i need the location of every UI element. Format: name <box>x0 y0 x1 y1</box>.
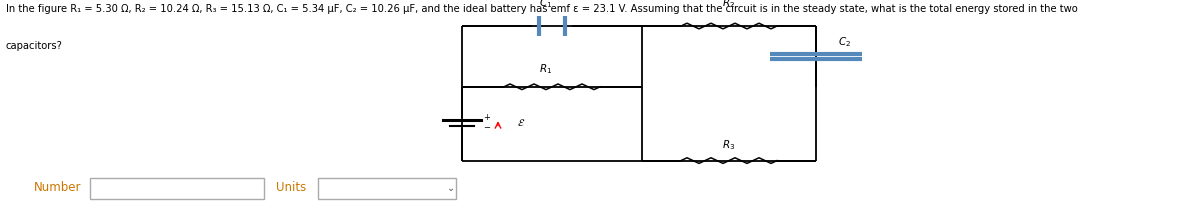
Text: $\mathcal{E}$: $\mathcal{E}$ <box>517 117 526 128</box>
Text: $R_2$: $R_2$ <box>722 0 736 10</box>
FancyBboxPatch shape <box>318 178 456 199</box>
Text: $R_3$: $R_3$ <box>722 138 736 152</box>
Text: Number: Number <box>34 181 82 194</box>
Text: $R_1$: $R_1$ <box>540 62 552 76</box>
Text: capacitors?: capacitors? <box>6 41 62 51</box>
FancyBboxPatch shape <box>90 178 264 199</box>
Text: ⌄: ⌄ <box>448 183 455 193</box>
Text: In the figure R₁ = 5.30 Ω, R₂ = 10.24 Ω, R₃ = 15.13 Ω, C₁ = 5.34 μF, C₂ = 10.26 : In the figure R₁ = 5.30 Ω, R₂ = 10.24 Ω,… <box>6 4 1078 14</box>
Text: Units: Units <box>276 181 306 194</box>
Text: $C_2$: $C_2$ <box>838 35 851 49</box>
Text: −: − <box>484 123 491 132</box>
Text: +: + <box>484 113 491 122</box>
Text: $C_1$: $C_1$ <box>539 0 553 10</box>
